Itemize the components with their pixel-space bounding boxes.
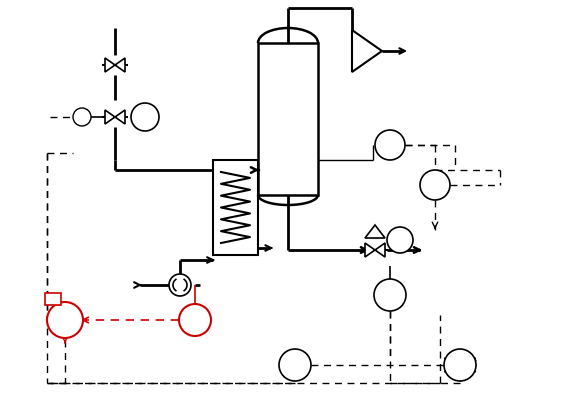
Circle shape	[73, 108, 91, 126]
Circle shape	[179, 304, 211, 336]
Polygon shape	[365, 243, 385, 257]
Bar	[213, 160, 258, 255]
Circle shape	[444, 349, 476, 381]
Polygon shape	[365, 225, 385, 238]
Circle shape	[375, 130, 405, 160]
Circle shape	[374, 279, 406, 311]
Circle shape	[279, 349, 311, 381]
Bar	[45, 293, 61, 305]
Polygon shape	[105, 58, 125, 72]
Polygon shape	[105, 110, 125, 124]
Circle shape	[169, 274, 191, 296]
Circle shape	[387, 227, 413, 253]
Bar	[258, 43, 318, 195]
Circle shape	[47, 302, 83, 338]
Circle shape	[131, 103, 159, 131]
Circle shape	[420, 170, 450, 200]
Polygon shape	[352, 30, 382, 72]
